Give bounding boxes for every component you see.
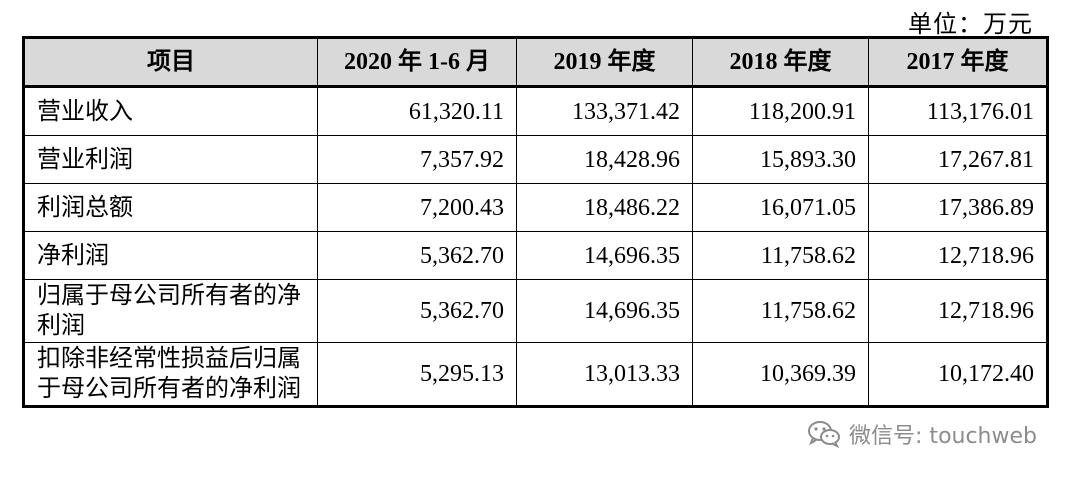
table-cell: 5,362.70 [317,279,517,343]
table-cell: 16,071.05 [692,183,869,232]
table-cell: 13,013.33 [516,342,693,407]
unit-label: 单位：万元 [908,12,1033,38]
row-label: 利润总额 [23,183,318,232]
table-cell: 14,696.35 [516,279,693,343]
row-label: 营业收入 [23,86,318,136]
column-header: 项目 [23,37,318,88]
table-cell: 15,893.30 [692,135,869,184]
table-row: 营业利润 7,357.92 18,428.96 15,893.30 17,267… [23,135,1048,184]
table-cell: 18,428.96 [516,135,693,184]
wechat-icon [807,420,841,448]
watermark: 微信号: touchweb [807,418,1037,450]
table-row: 净利润 5,362.70 14,696.35 11,758.62 12,718.… [23,231,1048,280]
row-label: 归属于母公司所有者的净利润 [23,279,318,343]
table-cell: 133,371.42 [516,86,693,136]
table-cell: 118,200.91 [692,86,869,136]
row-label: 扣除非经常性损益后归属于母公司所有者的净利润 [23,342,318,407]
table-cell: 5,295.13 [317,342,517,407]
table-cell: 17,386.89 [868,183,1048,232]
table-cell: 10,369.39 [692,342,869,407]
table-row: 归属于母公司所有者的净利润 5,362.70 14,696.35 11,758.… [23,279,1048,343]
column-header: 2020 年 1-6 月 [317,37,517,88]
table-header-row: 项目 2020 年 1-6 月 2019 年度 2018 年度 2017 年度 [23,37,1048,88]
table-cell: 11,758.62 [692,231,869,280]
column-header: 2018 年度 [692,37,869,88]
table-cell: 61,320.11 [317,86,517,136]
table-row: 营业收入 61,320.11 133,371.42 118,200.91 113… [23,86,1048,136]
table-cell: 113,176.01 [868,86,1048,136]
column-header: 2017 年度 [868,37,1048,88]
row-label: 营业利润 [23,135,318,184]
table-cell: 5,362.70 [317,231,517,280]
table-row: 利润总额 7,200.43 18,486.22 16,071.05 17,386… [23,183,1048,232]
table-row: 扣除非经常性损益后归属于母公司所有者的净利润 5,295.13 13,013.3… [23,342,1048,407]
watermark-text: 微信号: touchweb [849,424,1037,449]
financial-table: 项目 2020 年 1-6 月 2019 年度 2018 年度 2017 年度 … [22,36,1049,408]
table-cell: 7,357.92 [317,135,517,184]
table-cell: 12,718.96 [868,231,1048,280]
table-cell: 10,172.40 [868,342,1048,407]
table-cell: 14,696.35 [516,231,693,280]
column-header: 2019 年度 [516,37,693,88]
table-cell: 12,718.96 [868,279,1048,343]
table-cell: 7,200.43 [317,183,517,232]
row-label: 净利润 [23,231,318,280]
table-cell: 18,486.22 [516,183,693,232]
table-cell: 11,758.62 [692,279,869,343]
table-cell: 17,267.81 [868,135,1048,184]
